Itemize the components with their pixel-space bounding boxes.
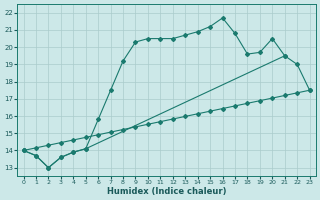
X-axis label: Humidex (Indice chaleur): Humidex (Indice chaleur) — [107, 187, 226, 196]
